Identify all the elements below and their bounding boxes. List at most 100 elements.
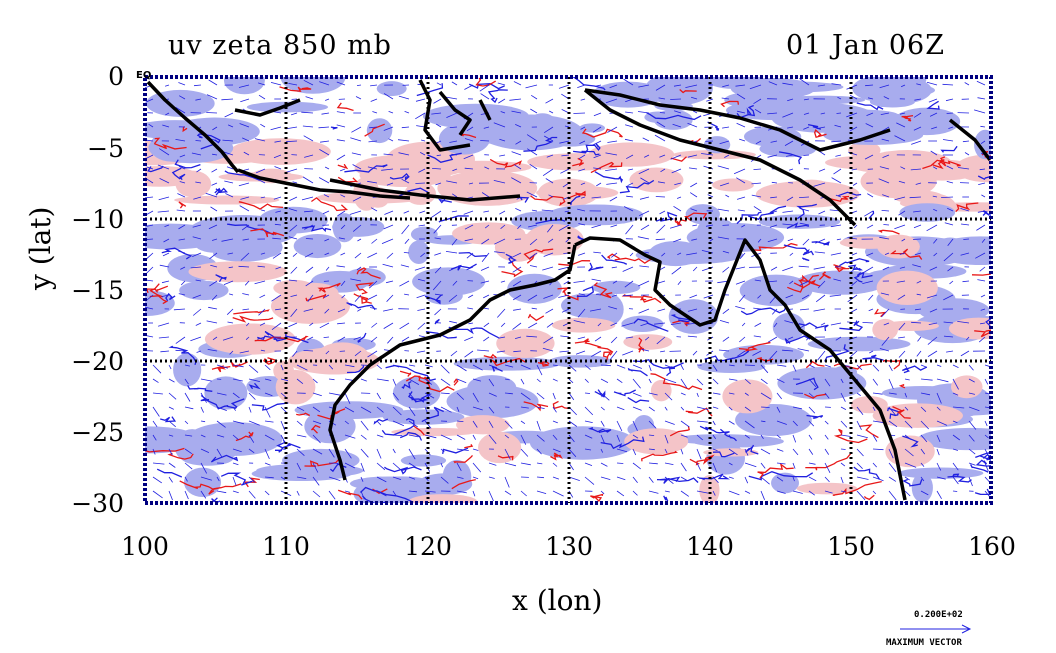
wind-vector (206, 94, 218, 100)
wind-vector (360, 462, 365, 472)
wind-vector (792, 434, 797, 443)
wind-vector (883, 322, 890, 326)
wind-vector (705, 224, 714, 227)
wind-vector (820, 112, 826, 115)
wind-vector (840, 406, 847, 410)
wind-vector (680, 448, 684, 455)
vorticity-shade-patch (779, 95, 866, 105)
wind-vector (616, 378, 623, 384)
wind-vector (834, 124, 842, 128)
wind-vector (515, 124, 522, 128)
wind-vector (899, 252, 906, 255)
wind-vector (339, 168, 346, 172)
x-tick-label: 100 (121, 532, 169, 561)
wind-vector (872, 392, 883, 395)
wind-vector (632, 434, 639, 439)
australia-east-coast (574, 236, 907, 501)
wind-vector (216, 392, 227, 396)
wind-vector (344, 420, 349, 425)
wind-vector (824, 378, 831, 387)
vorticity-contour (868, 210, 875, 220)
wind-vector (712, 364, 718, 372)
x-tick-label: 150 (827, 532, 875, 561)
vorticity-contour (784, 335, 811, 344)
wind-vector (450, 350, 458, 357)
wind-vector (739, 336, 746, 343)
wind-vector (257, 336, 266, 340)
wind-vector (242, 293, 250, 296)
wind-vector (451, 81, 458, 86)
vorticity-contour (757, 462, 794, 479)
java-coast (237, 168, 411, 200)
wind-vector (496, 350, 506, 353)
wind-vector (383, 126, 394, 131)
wind-vector (968, 448, 976, 455)
wind-vector (325, 350, 330, 355)
wind-vector (973, 109, 986, 114)
wind-vector (488, 434, 497, 444)
wind-vector (451, 193, 458, 198)
wind-vector (850, 126, 858, 132)
wind-vector (964, 152, 970, 156)
wind-vector (280, 378, 289, 382)
wind-vector (591, 350, 602, 357)
wind-vector (898, 336, 906, 339)
wind-vector (372, 111, 378, 114)
wind-vector (184, 378, 189, 385)
wind-vector (977, 210, 986, 213)
wind-vector (288, 236, 298, 240)
wind-vector (627, 168, 634, 171)
wind-vector (980, 125, 986, 128)
vorticity-shade-patch (852, 77, 915, 103)
wind-vector (947, 207, 954, 212)
wind-vector (865, 84, 874, 87)
vorticity-contour (720, 100, 740, 108)
wind-vector (965, 336, 970, 341)
wind-vector (415, 182, 426, 184)
wind-vector (664, 378, 677, 384)
vorticity-contour (491, 365, 503, 372)
wind-vector (722, 250, 730, 254)
wind-vector (232, 406, 237, 411)
wind-vector (660, 168, 666, 173)
wind-vector (456, 364, 467, 372)
wind-vector (280, 364, 284, 371)
wind-vector (760, 378, 768, 385)
wind-vector (536, 476, 545, 479)
wind-vector (146, 294, 154, 301)
vorticity-shade-patch (204, 376, 248, 410)
wind-vector (625, 224, 634, 235)
wind-vector (797, 348, 810, 352)
wind-vector (577, 308, 586, 318)
wind-vector (728, 476, 734, 479)
wind-vector (212, 336, 218, 341)
vorticity-contour (646, 112, 702, 121)
wind-vector (765, 210, 778, 215)
wind-vector (464, 350, 474, 358)
wind-vector (290, 112, 298, 116)
wind-vector (920, 364, 928, 368)
wind-vector (926, 294, 938, 299)
wind-vector (883, 96, 890, 100)
wind-vector (932, 166, 938, 170)
wind-vector (400, 264, 410, 268)
vorticity-contour (902, 478, 923, 487)
wind-vector (724, 154, 730, 158)
sulawesi-coast (438, 90, 492, 136)
wind-vector (947, 266, 954, 272)
wind-vector (676, 196, 682, 199)
wind-vector (191, 152, 202, 156)
vorticity-contour (572, 157, 584, 167)
wind-vector (968, 420, 977, 430)
vorticity-shade-patch (876, 270, 938, 306)
wind-vector (354, 294, 362, 302)
vorticity-contour (179, 480, 219, 490)
wind-vector (670, 98, 682, 100)
wind-vector (544, 135, 554, 142)
wind-vector (545, 178, 554, 184)
vorticity-contour (704, 350, 750, 362)
wind-vector (866, 224, 874, 229)
wind-vector (424, 434, 437, 439)
wind-vector (914, 98, 922, 101)
x-tick-label: 140 (686, 532, 734, 561)
